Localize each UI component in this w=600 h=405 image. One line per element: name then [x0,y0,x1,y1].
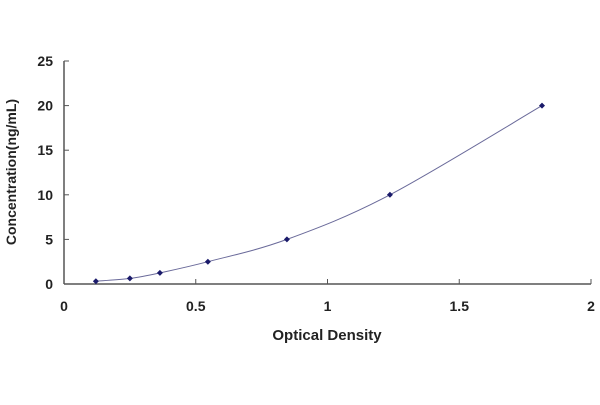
data-point [204,258,211,265]
data-points [92,102,545,285]
data-point [126,275,133,282]
x-tick-label: 2 [587,298,595,314]
y-axis-label: Concentration(ng/mL) [3,99,19,245]
x-tick-label: 1.5 [450,298,470,314]
data-point [283,236,290,243]
data-point [386,191,393,198]
x-tick-label: 0 [60,298,68,314]
y-tick-label: 5 [45,231,53,247]
fit-curve [95,105,543,282]
x-axis-label: Optical Density [272,327,382,344]
y-tick-label: 25 [37,53,53,69]
x-tick-label: 1 [324,298,332,314]
y-tick-label: 0 [45,276,53,292]
data-point [156,269,163,276]
y-tick-label: 15 [37,142,53,158]
data-point [92,278,99,285]
y-tick-label: 20 [37,98,53,114]
y-tick-label: 10 [37,187,53,203]
x-tick-label: 0.5 [186,298,206,314]
data-point [538,102,545,109]
